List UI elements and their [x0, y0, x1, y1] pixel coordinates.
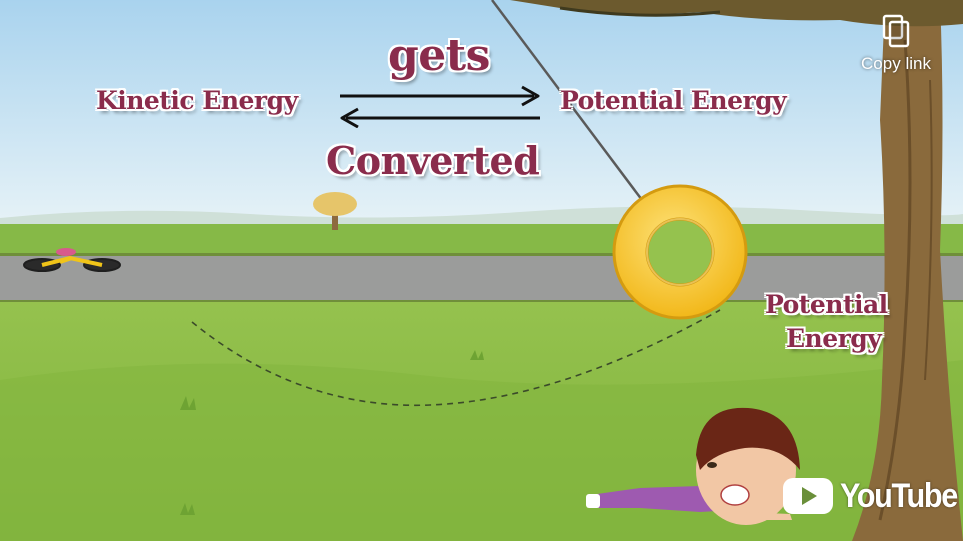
tire-swing: [612, 184, 748, 320]
road: [0, 255, 963, 302]
kinetic-energy-label: Kinetic Energy: [96, 86, 298, 115]
far-field: [0, 224, 963, 258]
tire-potential-label: Potential: [765, 290, 888, 319]
copy-icon: [882, 14, 910, 48]
sky: [0, 0, 963, 225]
potential-energy-label: Potential Energy: [560, 86, 787, 115]
conversion-arrows: [340, 85, 540, 128]
copy-link-label: Copy link: [861, 54, 931, 73]
distant-tree: [313, 192, 357, 230]
caption-converted: Converted: [326, 138, 540, 183]
swing-path-arc: [191, 309, 721, 407]
tree: [510, 0, 963, 541]
youtube-play-icon: [783, 478, 833, 514]
boy: [586, 407, 800, 525]
youtube-logo-link[interactable]: YouTube: [782, 474, 963, 518]
bicycle: [23, 248, 121, 272]
tire-energy-label: Energy: [786, 324, 882, 353]
youtube-wordmark: YouTube: [840, 476, 958, 515]
caption-gets: gets: [388, 30, 490, 81]
swing-rope: [491, 0, 643, 201]
copy-link-button[interactable]: Copy link: [850, 14, 942, 84]
